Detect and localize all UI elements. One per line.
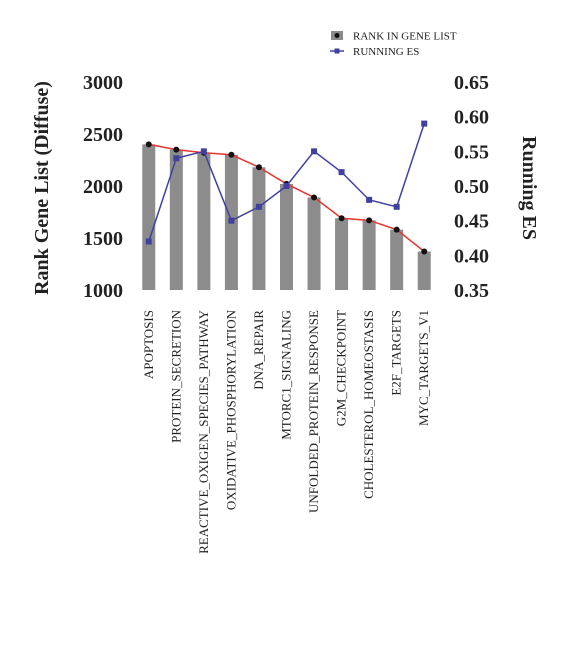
- bar: [362, 220, 376, 290]
- y-tick-label-right: 0.60: [454, 107, 489, 129]
- rank-point: [366, 217, 373, 224]
- running-es-point: [200, 148, 207, 155]
- x-tick-label: G2M_CHECKPOINT: [334, 310, 349, 426]
- x-tick-label: CHOLESTEROL_HOMEOSTASIS: [361, 310, 376, 499]
- rank-point: [311, 194, 318, 201]
- y-tick-label-left: 3000: [83, 72, 123, 94]
- bar: [169, 149, 183, 290]
- running-es-point: [393, 203, 400, 210]
- running-es-point: [421, 120, 428, 127]
- bar: [280, 183, 293, 290]
- bar: [252, 167, 266, 290]
- rank-point: [421, 248, 428, 255]
- bar: [390, 229, 404, 290]
- rank-point: [228, 151, 235, 158]
- y-tick-label-right: 0.35: [454, 280, 489, 302]
- running-es-point: [338, 169, 345, 176]
- legend-label-es: RUNNING ES: [353, 46, 419, 58]
- y-tick-label-left: 1000: [83, 280, 123, 302]
- y-axis-right-ticks: 0.35 0.40 0.45 0.50 0.55 0.60 0.65: [454, 72, 489, 302]
- legend-marker-rank: [334, 33, 340, 38]
- running-es-point: [283, 183, 290, 189]
- x-tick-label: PROTEIN_SECRETION: [168, 309, 183, 443]
- y-tick-label-right: 0.50: [454, 176, 489, 198]
- x-tick-label: OXIDATIVE_PHOSPHORYLATION: [223, 309, 238, 510]
- x-tick-label: MYC_TARGETS_V1: [416, 310, 431, 426]
- rank-point: [173, 146, 180, 153]
- bar: [142, 144, 156, 290]
- running-es-point: [228, 217, 235, 224]
- y-tick-label-right: 0.55: [454, 141, 489, 163]
- y-tick-label-right: 0.40: [454, 245, 489, 267]
- legend: RANK IN GENE LIST RUNNING ES: [330, 31, 457, 58]
- y-tick-label-left: 1500: [83, 228, 123, 250]
- running-es-point: [173, 155, 180, 162]
- x-tick-label: APOPTOSIS: [141, 310, 156, 379]
- x-tick-label: REACTIVE_OXIGEN_SPECIES_PATHWAY: [196, 309, 211, 554]
- y-axis-left-ticks: 1000 1500 2000 2500 3000: [83, 72, 123, 302]
- running-es-point: [366, 196, 373, 203]
- y-tick-label-right: 0.65: [454, 72, 489, 94]
- rank-point: [145, 141, 152, 148]
- legend-label-rank: RANK IN GENE LIST: [353, 31, 457, 43]
- x-tick-label: E2F_TARGETS: [389, 310, 404, 396]
- rank-point: [338, 215, 345, 222]
- y-tick-label-right: 0.45: [454, 211, 489, 233]
- bar: [417, 251, 431, 290]
- bar: [307, 197, 321, 290]
- x-tick-label: UNFOLDED_PROTEIN_RESPONSE: [306, 310, 321, 513]
- bar: [335, 218, 349, 290]
- y-tick-label-left: 2000: [83, 176, 123, 198]
- bar: [197, 152, 211, 290]
- bar-series: [142, 144, 431, 290]
- rank-point: [255, 164, 262, 171]
- y-axis-title-left: Rank Gene List (Diffuse): [31, 81, 53, 295]
- x-axis-category-labels: APOPTOSIS PROTEIN_SECRETION REACTIVE_OXIGE…: [141, 309, 431, 554]
- running-es-point: [255, 203, 262, 210]
- x-tick-label: MTORC1_SIGNALING: [279, 310, 294, 440]
- running-es-point: [145, 238, 152, 245]
- legend-marker-es: [334, 48, 340, 54]
- rank-point: [393, 226, 400, 233]
- running-es-point: [311, 148, 318, 155]
- y-tick-label-left: 2500: [83, 124, 123, 146]
- running-es-series: [145, 120, 428, 245]
- y-axis-title-right: Running ES: [518, 136, 540, 240]
- x-tick-label: DNA_REPAIR: [251, 310, 266, 390]
